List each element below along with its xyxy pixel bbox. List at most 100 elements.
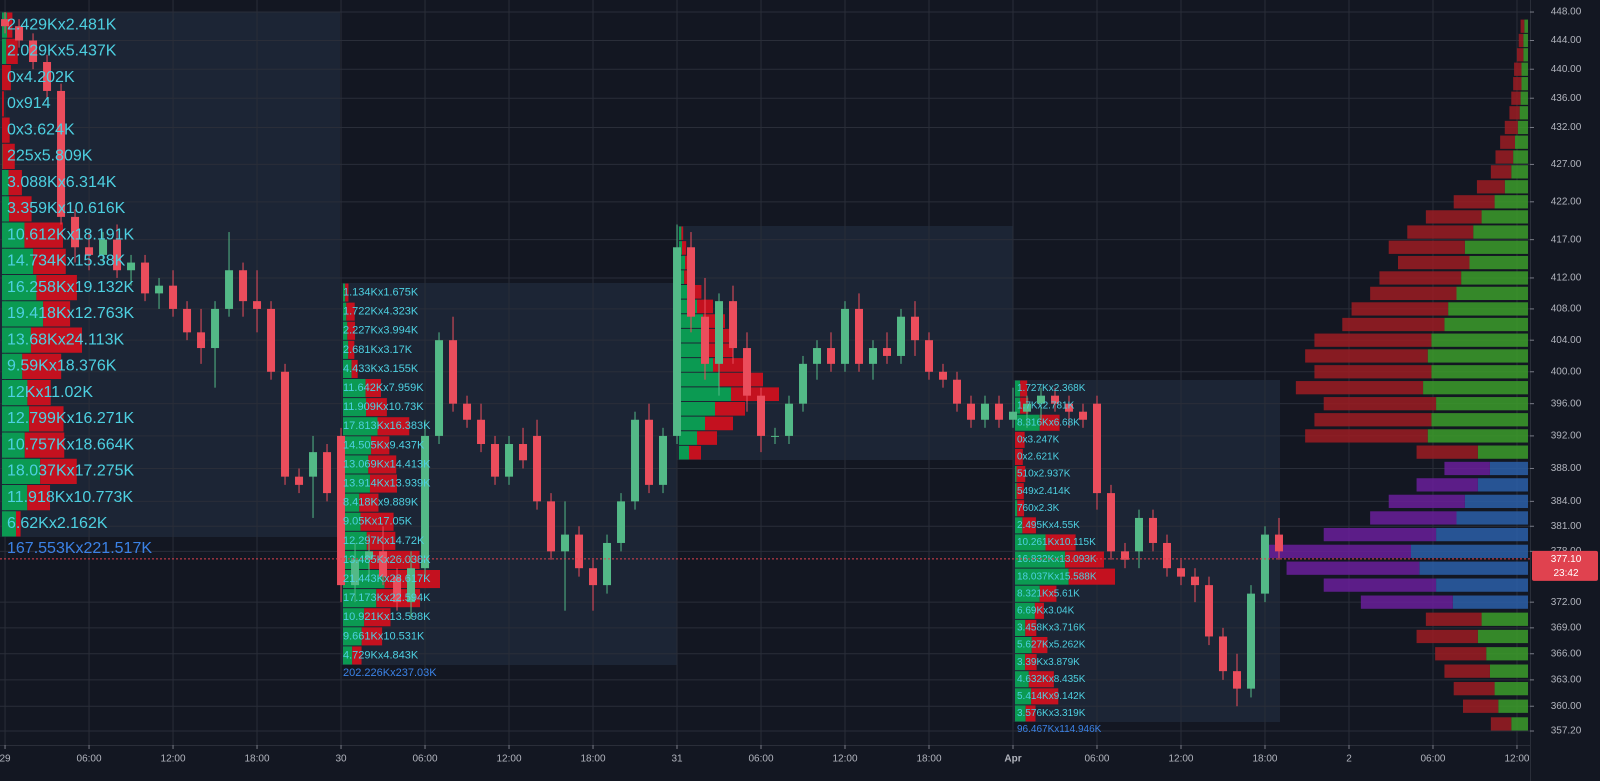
candle-body: [197, 332, 206, 349]
footprint-buy: [2, 248, 34, 274]
candle-body: [449, 340, 458, 404]
footprint-sell: [1034, 602, 1044, 619]
candle-body: [631, 419, 640, 502]
candle-body: [813, 348, 822, 364]
profile-buy: [1444, 317, 1528, 332]
footprint-label: 2.495Kx4.55K: [1017, 520, 1080, 531]
footprint-buy: [1015, 654, 1026, 671]
footprint-sell: [364, 608, 391, 627]
footprint-buy: [2, 38, 7, 64]
footprint-buy: [2, 327, 31, 353]
x-tick-label: 30: [335, 754, 347, 765]
footprint-buy: [343, 283, 346, 302]
profile-sell: [1444, 664, 1490, 678]
profile-buy: [1461, 271, 1528, 285]
footprint-sell: [1045, 534, 1076, 551]
profile-sell: [1388, 240, 1465, 254]
footprint-sell: [1031, 688, 1059, 705]
y-tick-label: 427.00: [1551, 159, 1582, 170]
footprint-buy: [679, 431, 697, 445]
profile-buy: [1519, 106, 1528, 120]
x-tick-label: 12:00: [497, 754, 522, 765]
profile-sell: [1514, 62, 1522, 76]
footprint-sell: [16, 511, 21, 537]
candle-body: [533, 435, 542, 502]
footprint-buy: [343, 512, 361, 531]
candle-body: [1260, 534, 1269, 594]
profile-buy: [1452, 595, 1528, 609]
footprint-label: 4.433Kx3.155K: [343, 363, 419, 375]
candle-body: [267, 308, 276, 372]
candle-body: [99, 239, 108, 255]
profile-buy: [1464, 494, 1528, 508]
profile-buy: [1419, 561, 1528, 575]
footprint-buy: [2, 458, 41, 484]
candle-body: [659, 435, 668, 485]
y-tick-label: 404.00: [1551, 335, 1582, 346]
footprint-label: 12.799Kx16.271K: [7, 410, 135, 427]
footprint-label: 13.914Kx13.939K: [343, 477, 431, 489]
footprint-label: 3.576Kx3.319K: [1017, 708, 1086, 719]
y-tick-label: 357.20: [1551, 726, 1582, 737]
profile-sell: [1516, 48, 1524, 62]
candle-body: [1148, 517, 1157, 543]
y-tick-label: 422.00: [1551, 196, 1582, 207]
candle-body: [351, 559, 360, 586]
profile-buy: [1520, 91, 1528, 105]
profile-buy: [1481, 612, 1528, 626]
footprint-label: 6.69Kx3.04K: [1017, 605, 1075, 616]
footprint-sell: [24, 432, 65, 458]
footprint-buy: [679, 270, 685, 284]
y-tick-label: 363.00: [1551, 675, 1582, 686]
footprint-sell: [27, 380, 51, 406]
profile-sell: [1407, 225, 1474, 239]
footprint-sell: [1015, 431, 1025, 448]
candle-body: [1, 19, 10, 27]
footprint-sell: [22, 353, 62, 379]
profile-sell: [1286, 561, 1420, 575]
footprint-buy: [1015, 483, 1017, 500]
footprint-label: 225x5.809K: [7, 148, 93, 165]
footprint-sell: [30, 327, 83, 353]
candle-body: [603, 542, 612, 586]
x-tick-label: 06:00: [748, 754, 773, 765]
footprint-buy: [1015, 637, 1032, 654]
profile-sell: [1388, 494, 1465, 508]
candle-body: [911, 316, 920, 341]
profile-buy: [1436, 397, 1528, 411]
candle-body: [323, 452, 332, 494]
footprint-label: 3.39Kx3.879K: [1017, 657, 1080, 668]
footprint-sell: [2, 91, 4, 117]
time-axis: [0, 745, 1530, 781]
y-tick-label: 396.00: [1551, 398, 1582, 409]
candle-body: [757, 395, 766, 436]
profile-buy: [1431, 413, 1528, 427]
footprint-buy: [2, 406, 30, 432]
footprint-label: 13.069Kx14.413K: [343, 458, 431, 470]
profile-sell: [1520, 19, 1525, 33]
footprint-sell: [351, 359, 358, 378]
footprint-buy: [1015, 551, 1066, 568]
profile-buy: [1436, 578, 1528, 592]
footprint-sell: [7, 12, 13, 38]
profile-sell: [1500, 135, 1515, 149]
x-tick-label: 12:00: [161, 754, 186, 765]
footprint-buy: [1015, 705, 1026, 722]
candle-body: [869, 348, 878, 364]
footprint-label: 17.173Kx22.594K: [343, 592, 431, 604]
candle-body: [1246, 593, 1255, 689]
candle-body: [491, 444, 500, 477]
candle-body: [253, 301, 262, 309]
footprint-sell: [24, 222, 63, 248]
profile-sell: [1370, 286, 1457, 301]
candle-body: [393, 576, 402, 603]
candle-body: [85, 247, 94, 255]
candle-body: [547, 501, 556, 552]
footprint-total: 167.553Kx221.517K: [7, 540, 152, 557]
footprint-label: 16.832Kx13.093K: [1017, 554, 1097, 565]
footprint-sell: [731, 387, 779, 401]
footprint-label: 510x2.937K: [1017, 469, 1071, 480]
footprint-sell: [359, 493, 379, 512]
profile-buy: [1494, 195, 1528, 209]
profile-sell: [1416, 445, 1478, 459]
